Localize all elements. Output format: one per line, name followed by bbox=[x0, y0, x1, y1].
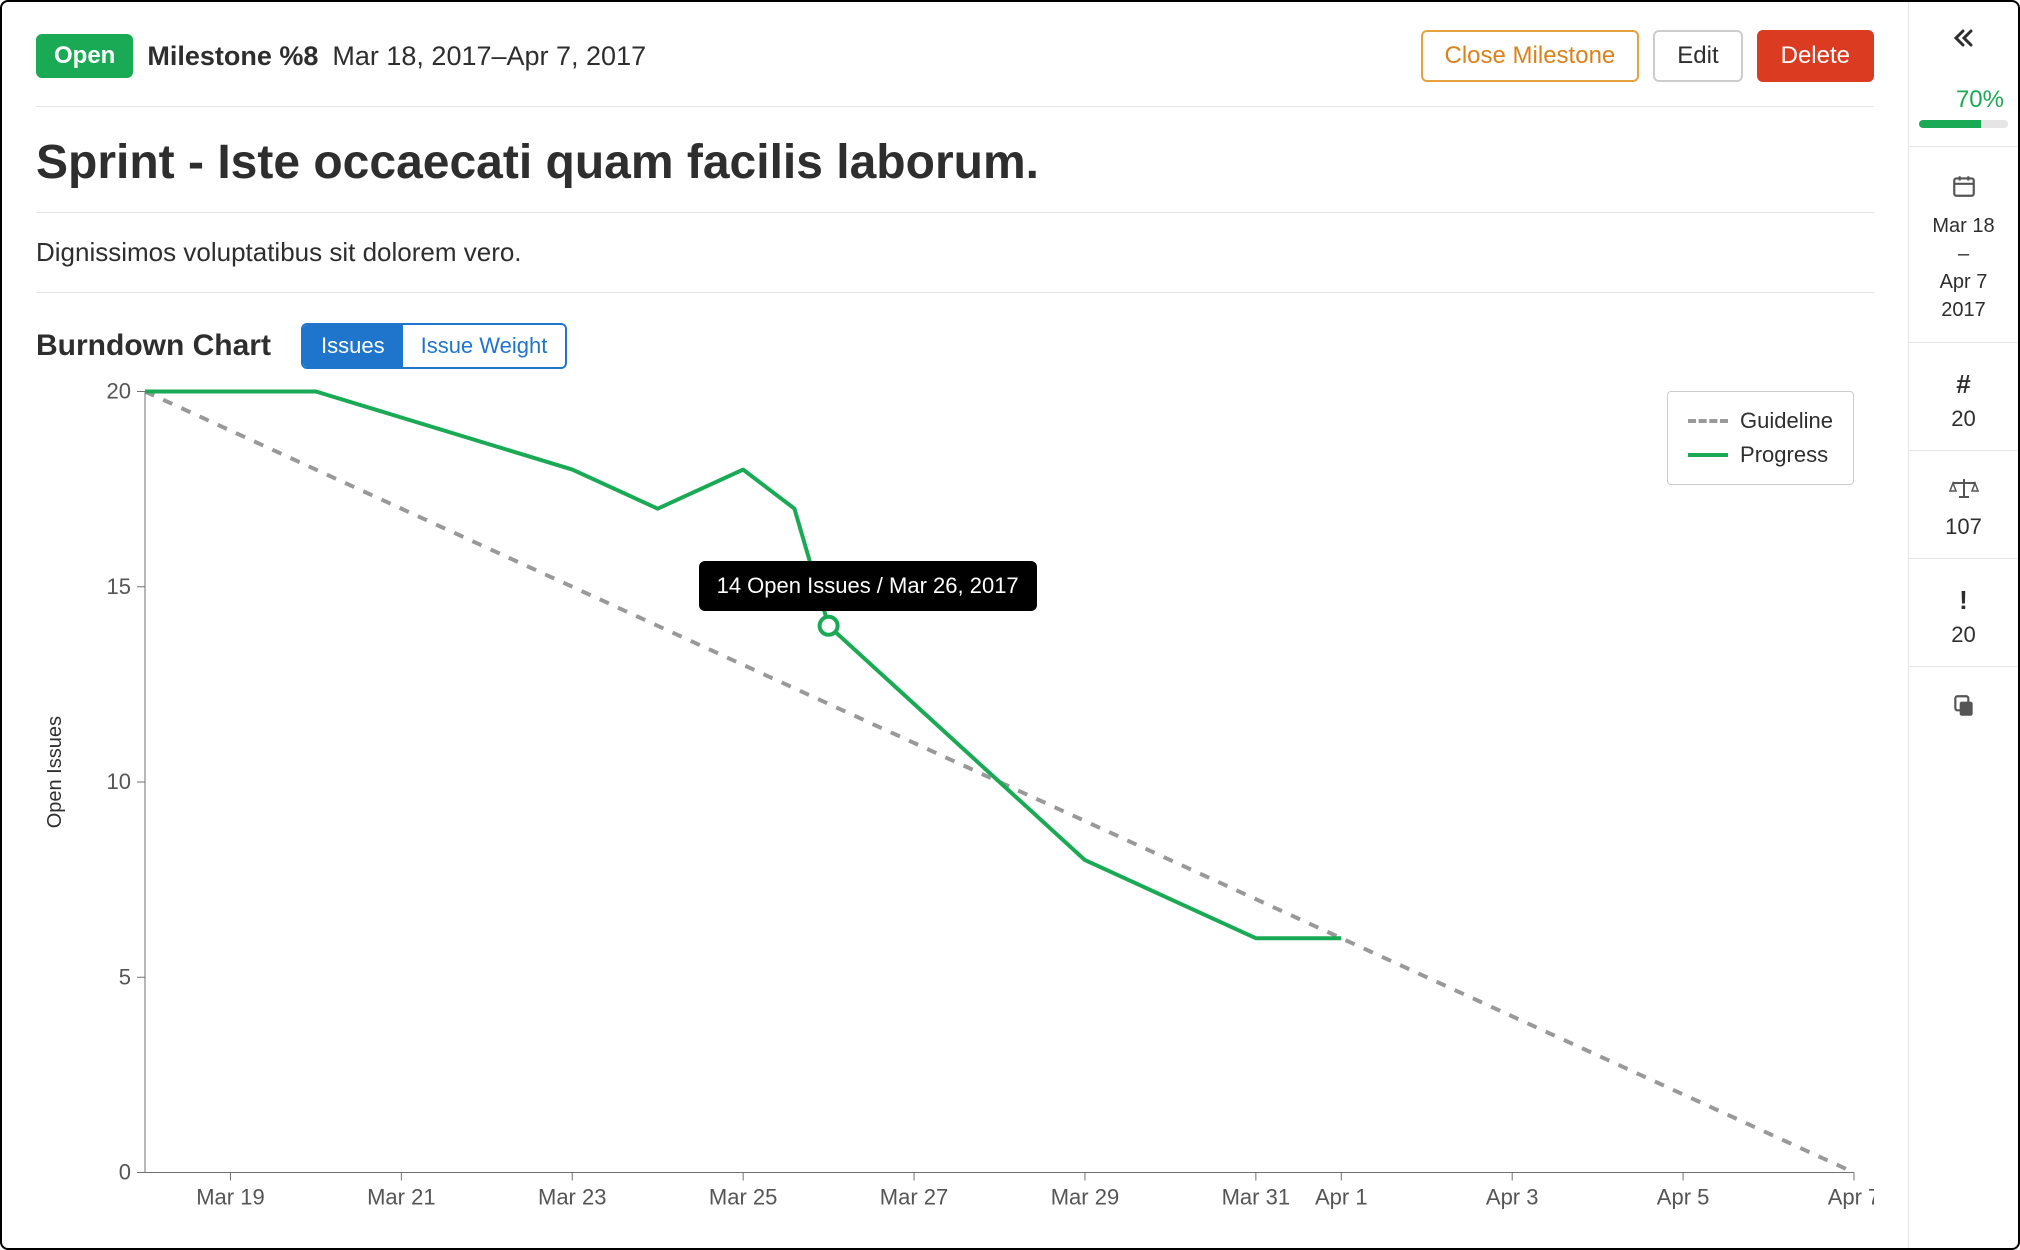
collapse-sidebar-icon[interactable] bbox=[1945, 16, 1983, 60]
right-sidebar: 70% Mar 18 – Apr 7 2017 # 20 107 ! 20 bbox=[1908, 2, 2018, 1248]
sidebar-dates[interactable]: Mar 18 – Apr 7 2017 bbox=[1909, 155, 2018, 343]
svg-text:0: 0 bbox=[119, 1160, 131, 1185]
sidebar-labels[interactable] bbox=[1909, 675, 2018, 750]
milestone-name: Milestone %8 bbox=[147, 41, 318, 72]
close-milestone-button[interactable]: Close Milestone bbox=[1421, 30, 1640, 82]
svg-text:Apr 1: Apr 1 bbox=[1315, 1185, 1368, 1210]
description-block: Dignissimos voluptatibus sit dolorem ver… bbox=[36, 213, 1874, 293]
sidebar-issues[interactable]: # 20 bbox=[1909, 351, 2018, 451]
chart-legend: Guideline Progress bbox=[1667, 391, 1854, 485]
legend-progress: Progress bbox=[1688, 438, 1833, 472]
burndown-chart: 0 5 10 15 20 Mar 19 Mar 21 Mar 23 Mar 25 Mar 27 Ma… bbox=[75, 379, 1874, 1225]
svg-text:10: 10 bbox=[107, 769, 131, 794]
svg-text:20: 20 bbox=[107, 379, 131, 404]
svg-text:Mar 31: Mar 31 bbox=[1222, 1185, 1290, 1210]
sidebar-weight[interactable]: 107 bbox=[1909, 459, 2018, 559]
svg-text:Mar 21: Mar 21 bbox=[367, 1185, 435, 1210]
svg-text:Mar 23: Mar 23 bbox=[538, 1185, 606, 1210]
page-title: Sprint - Iste occaecati quam facilis lab… bbox=[36, 135, 1874, 190]
description-text: Dignissimos voluptatibus sit dolorem ver… bbox=[36, 237, 522, 267]
title-block: Sprint - Iste occaecati quam facilis lab… bbox=[36, 107, 1874, 213]
chart-container: 0 5 10 15 20 Mar 19 Mar 21 Mar 23 Mar 25 Mar 27 Ma… bbox=[75, 379, 1874, 1225]
svg-text:15: 15 bbox=[107, 574, 131, 599]
svg-text:Mar 27: Mar 27 bbox=[880, 1185, 948, 1210]
sidebar-date-start: Mar 18 bbox=[1909, 212, 2018, 240]
legend-guideline-line bbox=[1688, 419, 1728, 423]
progress-bar bbox=[1919, 120, 2008, 128]
burndown-header: Burndown Chart Issues Issue Weight bbox=[36, 293, 1874, 379]
svg-text:Apr 5: Apr 5 bbox=[1657, 1185, 1710, 1210]
svg-text:Apr 7: Apr 7 bbox=[1828, 1185, 1874, 1210]
copy-icon bbox=[1909, 693, 2018, 726]
status-badge: Open bbox=[36, 34, 133, 78]
svg-text:Apr 3: Apr 3 bbox=[1486, 1185, 1539, 1210]
sidebar-date-year: 2017 bbox=[1909, 296, 2018, 324]
svg-text:5: 5 bbox=[119, 964, 131, 989]
toggle-weight-button[interactable]: Issue Weight bbox=[403, 325, 566, 367]
sidebar-issues-count: 20 bbox=[1909, 406, 2018, 432]
y-axis-title: Open Issues bbox=[36, 716, 75, 828]
hash-icon: # bbox=[1909, 369, 2018, 400]
sidebar-progress[interactable]: 70% bbox=[1909, 68, 2018, 147]
progress-percent: 70% bbox=[1909, 86, 2018, 114]
legend-guideline-label: Guideline bbox=[1740, 408, 1833, 434]
milestone-header: Open Milestone %8 Mar 18, 2017–Apr 7, 20… bbox=[36, 30, 1874, 107]
sidebar-date-end: Apr 7 bbox=[1909, 268, 2018, 296]
edit-button[interactable]: Edit bbox=[1653, 30, 1742, 82]
delete-button[interactable]: Delete bbox=[1757, 30, 1874, 82]
legend-progress-line bbox=[1688, 453, 1728, 457]
sidebar-mr-count: 20 bbox=[1909, 622, 2018, 648]
milestone-date-range: Mar 18, 2017–Apr 7, 2017 bbox=[332, 41, 646, 72]
toggle-issues-button[interactable]: Issues bbox=[303, 325, 403, 367]
calendar-icon bbox=[1909, 173, 2018, 206]
main-content: Open Milestone %8 Mar 18, 2017–Apr 7, 20… bbox=[2, 2, 1908, 1248]
sidebar-weight-total: 107 bbox=[1909, 514, 2018, 540]
sidebar-merge-requests[interactable]: ! 20 bbox=[1909, 567, 2018, 667]
legend-progress-label: Progress bbox=[1740, 442, 1828, 468]
svg-text:Mar 25: Mar 25 bbox=[709, 1185, 777, 1210]
sidebar-date-sep: – bbox=[1909, 240, 2018, 268]
burndown-title: Burndown Chart bbox=[36, 329, 271, 363]
exclamation-icon: ! bbox=[1909, 585, 2018, 616]
chart-wrap: Open Issues 0 5 10 15 20 Mar 19 Mar 21 Mar 23 Ma… bbox=[36, 379, 1874, 1225]
header-actions: Close Milestone Edit Delete bbox=[1421, 30, 1874, 82]
legend-guideline: Guideline bbox=[1688, 404, 1833, 438]
svg-text:Mar 29: Mar 29 bbox=[1051, 1185, 1119, 1210]
svg-text:Mar 19: Mar 19 bbox=[196, 1185, 264, 1210]
burndown-toggle: Issues Issue Weight bbox=[301, 323, 567, 369]
progress-bar-fill bbox=[1919, 120, 1981, 128]
scale-icon bbox=[1909, 477, 2018, 508]
